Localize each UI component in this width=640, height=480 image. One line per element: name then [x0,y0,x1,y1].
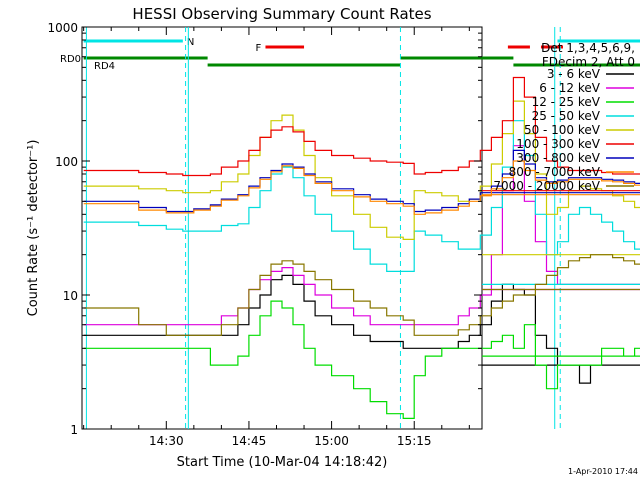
flag-label-rd0: RD0 [60,54,81,65]
series-line-8 [83,254,640,336]
y-tick-label: 1000 [47,21,78,35]
legend-label: 800 - 7000 keV [509,165,601,179]
flag-label-n: N [187,37,194,48]
y-axis-label: Count Rate (s⁻¹ detector⁻¹) [26,140,41,317]
series-line-3 [83,120,640,285]
marker-lines-group [85,27,561,429]
series-line-5 [83,76,640,192]
y-axis-ticks: 1 10 100 1000 [47,21,482,437]
legend-label: 25 - 50 keV [532,109,601,123]
legend-label: 50 - 100 keV [524,123,601,137]
y-tick-label: 10 [63,289,78,303]
legend-label: 12 - 25 keV [532,95,601,109]
plot-frame [81,26,483,430]
x-tick-label: 15:15 [397,434,432,448]
footer-date: 1-Apr-2010 17:44 [568,467,638,476]
x-axis-label: Start Time (10-Mar-04 14:18:42) [177,455,388,470]
series-line-0 [83,274,640,384]
x-tick-label: 14:45 [232,434,267,448]
legend-label: 6 - 12 keV [539,81,601,95]
legend-header: Det 1,3,4,5,6,9, FDecim 2, Att 0 [505,41,635,69]
y-tick-label: 1 [70,423,78,437]
legend-label: 100 - 300 keV [516,137,600,151]
flag-label-f: F [255,43,261,54]
y-tick-label: 100 [55,155,78,169]
x-tick-label: 15:00 [314,434,349,448]
series-group [83,76,640,419]
legend-header-line: FDecim 2, Att 0 [541,55,635,69]
legend-label: 7000 - 20000 keV [493,179,600,193]
legend-label: 3 - 6 keV [547,67,601,81]
x-tick-label: 14:30 [149,434,184,448]
legend-header-line: Det 1,3,4,5,6,9, [541,41,635,55]
flag-label-rd4: RD4 [94,61,115,72]
legend-label: 300 - 800 keV [516,151,600,165]
series-line-2 [83,300,640,419]
x-axis-ticks: 14:30 14:45 15:00 15:15 [83,27,470,448]
chart-title: HESSI Observing Summary Count Rates [132,5,431,23]
series-line-7 [83,160,640,215]
flag-bars-group: N F RD0 RD4 [60,37,640,72]
